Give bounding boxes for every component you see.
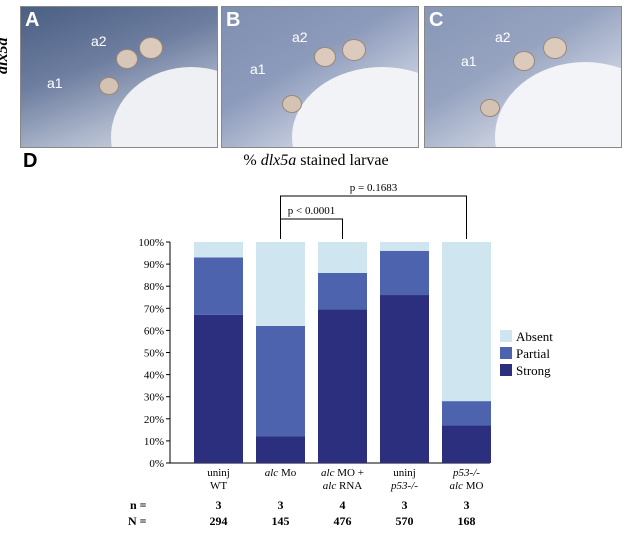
legend-swatch-partial: [500, 347, 512, 359]
N-value: 168: [458, 514, 476, 528]
x-category-label: p53-/-: [452, 467, 480, 479]
cell-cluster: [543, 37, 567, 59]
cell-cluster: [480, 99, 500, 117]
label-a2: a2: [91, 33, 107, 49]
y-tick-label: 70%: [144, 303, 164, 315]
y-tick-label: 90%: [144, 259, 164, 271]
bar-segment-strong: [194, 314, 243, 463]
p-value-label: p = 0.1683: [350, 182, 398, 194]
N-value: 476: [334, 514, 352, 528]
y-tick-label: 50%: [144, 348, 164, 360]
y-tick-label: 0%: [149, 458, 164, 470]
legend-label-strong: Strong: [516, 363, 551, 378]
y-tick-label: 80%: [144, 281, 164, 293]
panel-d-letter: D: [23, 150, 38, 172]
cell-cluster: [314, 47, 336, 67]
bar-segment-strong: [256, 436, 305, 463]
bar-segment-partial: [256, 325, 305, 437]
legend-swatch-absent: [500, 330, 512, 342]
bar-segment-partial: [380, 250, 429, 296]
legend-label-partial: Partial: [516, 346, 550, 361]
label-a1: a1: [250, 61, 266, 77]
bar-segment-absent: [442, 242, 491, 402]
panel-b-image: B a1 a2: [221, 6, 419, 148]
cell-cluster: [282, 95, 302, 113]
label-a2: a2: [292, 29, 308, 45]
N-label: N =: [128, 514, 147, 528]
N-value: 145: [272, 514, 290, 528]
x-category-label: alc Mo: [265, 467, 297, 479]
panel-c-image: C a1 a2: [424, 6, 622, 148]
p-value-label: p < 0.0001: [288, 205, 335, 217]
bar-segment-strong: [380, 295, 429, 463]
bar-segment-partial: [318, 272, 367, 310]
y-tick-label: 30%: [144, 392, 164, 404]
cell-cluster: [139, 37, 163, 59]
n-label: n =: [130, 498, 147, 512]
bar-segment-absent: [194, 242, 243, 258]
y-tick-label: 40%: [144, 370, 164, 382]
significance-bracket: [280, 195, 467, 239]
y-tick-label: 20%: [144, 414, 164, 426]
x-category-label: WT: [210, 480, 227, 492]
label-a1: a1: [461, 53, 477, 69]
y-tick-label: 10%: [144, 436, 164, 448]
cell-cluster: [116, 49, 138, 69]
chart-title: % dlx5a stained larvae: [243, 152, 389, 169]
panel-b-letter: B: [226, 9, 241, 31]
x-category-label: uninj: [207, 467, 230, 479]
bar-segment-absent: [256, 242, 305, 326]
N-value: 570: [396, 514, 414, 528]
cell-cluster: [513, 51, 535, 71]
x-category-label: alc MO: [450, 480, 484, 492]
panel-c-letter: C: [429, 9, 444, 31]
bar-segment-absent: [380, 242, 429, 251]
x-category-label: uninj: [393, 467, 416, 479]
label-a2: a2: [495, 29, 511, 45]
legend-label-absent: Absent: [516, 329, 553, 344]
x-category-label: alc MO +: [321, 467, 364, 479]
n-value: 3: [464, 498, 470, 512]
N-value: 294: [210, 514, 228, 528]
panel-a-letter: A: [25, 9, 40, 31]
n-value: 3: [216, 498, 222, 512]
bar-segment-strong: [318, 309, 367, 463]
bar-segment-absent: [318, 242, 367, 273]
x-category-label: p53-/-: [390, 480, 418, 492]
label-a1: a1: [47, 75, 63, 91]
n-value: 3: [278, 498, 284, 512]
bar-segment-strong: [442, 425, 491, 463]
cell-cluster: [99, 77, 119, 95]
n-value: 4: [340, 498, 346, 512]
legend-swatch-strong: [500, 364, 512, 376]
x-category-label: alc RNA: [323, 480, 362, 492]
y-tick-label: 100%: [138, 237, 164, 249]
cell-cluster: [342, 39, 366, 61]
bar-segment-partial: [194, 257, 243, 315]
panel-a-image: A a1 a2: [20, 6, 218, 148]
n-value: 3: [402, 498, 408, 512]
y-tick-label: 60%: [144, 325, 164, 337]
significance-bracket: [280, 218, 343, 239]
bar-segment-partial: [442, 401, 491, 426]
